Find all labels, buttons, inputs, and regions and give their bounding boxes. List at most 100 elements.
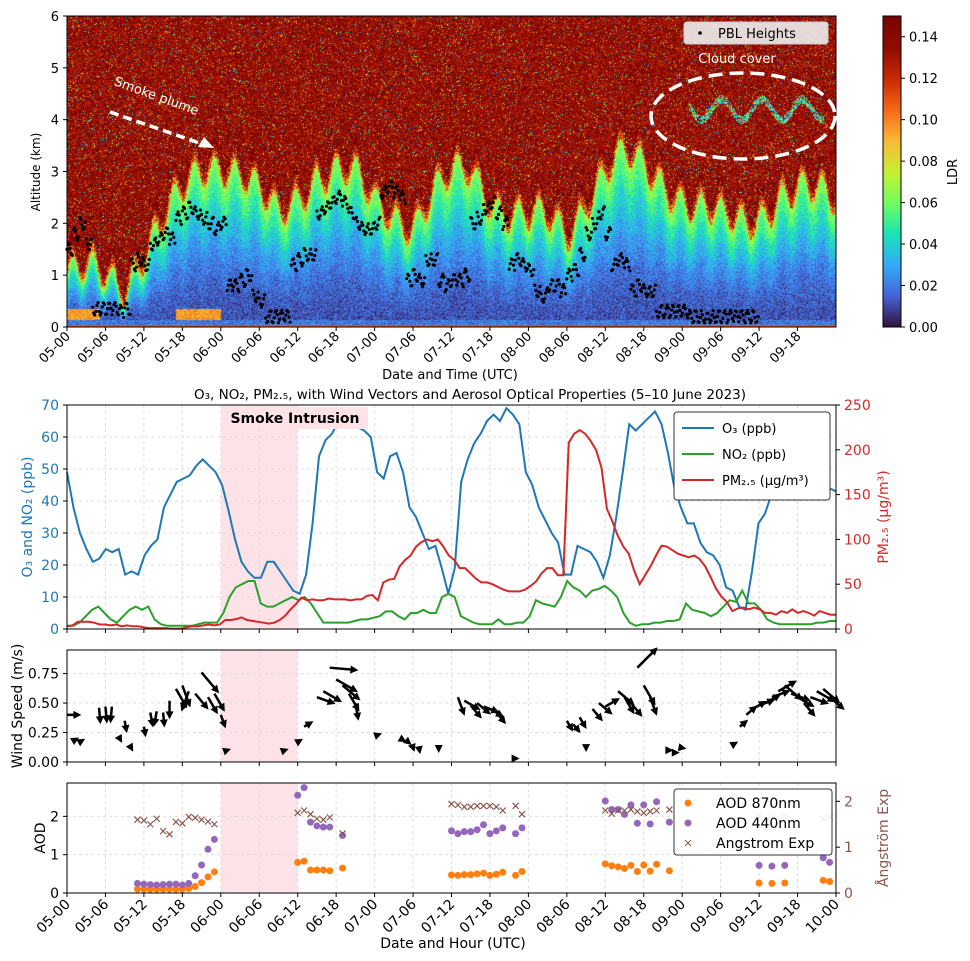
pbl-height-point (134, 265, 139, 269)
y-tick-label: 40 (41, 494, 59, 510)
aod870-point (307, 866, 315, 874)
pbl-height-point (350, 211, 354, 215)
pbl-height-point (150, 248, 155, 252)
aod440-point (300, 784, 308, 792)
arrowhead-icon (140, 728, 149, 738)
pbl-height-point (402, 198, 407, 202)
pbl-height-point (88, 243, 93, 247)
aod440-point (633, 819, 641, 827)
pbl-height-point (303, 248, 307, 252)
aod440-point (178, 881, 186, 889)
aod870-point (473, 870, 481, 878)
x-tick-label: 08-00 (498, 329, 535, 366)
pbl-height-point (122, 315, 126, 320)
pbl-height-point (131, 261, 135, 265)
pbl-height-point (562, 282, 566, 287)
pbl-height-point (495, 217, 500, 221)
aod440-point (172, 880, 180, 888)
pbl-height-point (621, 261, 626, 266)
pbl-height-point (648, 284, 652, 289)
pbl-height-point (413, 272, 417, 276)
aod870-point (185, 884, 193, 892)
pbl-height-point (453, 273, 457, 277)
x-tick-label: 06-12 (267, 329, 304, 366)
pbl-height-point (660, 303, 664, 308)
pbl-height-point (297, 251, 301, 256)
pbl-height-point (566, 271, 570, 275)
pbl-height-point (335, 197, 339, 201)
pbl-height-point (96, 301, 100, 305)
pbl-height-point (582, 259, 586, 263)
pbl-height-point (338, 193, 343, 197)
x-tick-label: 08-18 (610, 897, 650, 937)
arrowhead-icon (200, 700, 209, 710)
pbl-height-point (564, 292, 568, 296)
pbl-height-point (629, 287, 633, 291)
aod440-point (185, 879, 193, 887)
pbl-height-point (628, 269, 632, 273)
cloud-cover-label: Cloud cover (698, 52, 776, 67)
pbl-height-point (570, 279, 574, 283)
pbl-height-point (288, 320, 292, 324)
pbl-height-point (342, 198, 346, 202)
pbl-height-point (502, 224, 506, 229)
pbl-height-point (612, 262, 616, 266)
pbl-height-point (337, 189, 341, 193)
y-tick-label: 0 (51, 321, 59, 336)
pbl-height-point (703, 321, 707, 325)
arrowhead-icon (397, 734, 407, 743)
aod870-point (133, 885, 141, 893)
arrowhead-icon (210, 684, 220, 694)
pbl-height-point (314, 248, 318, 252)
pbl-height-point (538, 284, 542, 288)
aod440-point (492, 827, 500, 835)
pbl-height-point (424, 254, 428, 258)
pbl-height-point (174, 218, 178, 223)
pbl-height-point (321, 208, 325, 212)
pbl-height-point (249, 278, 253, 283)
pbl-height-point (421, 284, 425, 289)
y-tick-label: 10 (41, 590, 59, 606)
pbl-height-point (589, 230, 594, 234)
pbl-height-point (277, 317, 282, 322)
pbl-height-point (461, 284, 465, 289)
pbl-height-point (151, 243, 156, 248)
angstrom-point (633, 807, 641, 815)
pbl-height-point (427, 262, 431, 266)
pbl-height-point (611, 268, 615, 272)
pbl-height-point (257, 296, 261, 300)
pbl-height-point (559, 291, 564, 295)
x-tick-label: 08-06 (534, 896, 574, 936)
pbl-height-point (653, 283, 658, 287)
pbl-height-point (323, 210, 328, 214)
pbl-height-point (697, 320, 701, 324)
pbl-height-point (176, 210, 180, 214)
legend-marker-pbl (698, 31, 702, 35)
pbl-height-point (283, 319, 287, 323)
y-right-tick-label: 150 (844, 488, 871, 504)
pbl-height-point (731, 319, 736, 323)
x-axis-label: Date and Hour (UTC) (380, 936, 526, 952)
legend-label: PM₂.₅ (µg/m³) (722, 474, 809, 489)
pbl-height-point (252, 293, 256, 297)
pbl-height-point (177, 213, 181, 217)
angstrom-point (153, 815, 161, 823)
arrowhead-icon (217, 702, 225, 712)
pbl-height-point (391, 185, 395, 189)
pbl-height-point (455, 283, 459, 287)
angstrom-point (198, 816, 205, 824)
pbl-height-point (245, 268, 250, 272)
wind-vector (335, 678, 355, 691)
pbl-height-point (125, 302, 129, 306)
arrowhead-icon (219, 719, 227, 729)
aod440-point (294, 791, 302, 799)
pbl-height-point (221, 219, 225, 223)
pbl-height-point (156, 243, 160, 247)
pbl-height-point (563, 286, 567, 290)
legend-marker (684, 799, 692, 807)
pbl-height-point (313, 253, 317, 258)
pbl-height-point (160, 233, 164, 237)
pbl-height-point (373, 220, 377, 225)
pbl-height-point (554, 284, 558, 288)
